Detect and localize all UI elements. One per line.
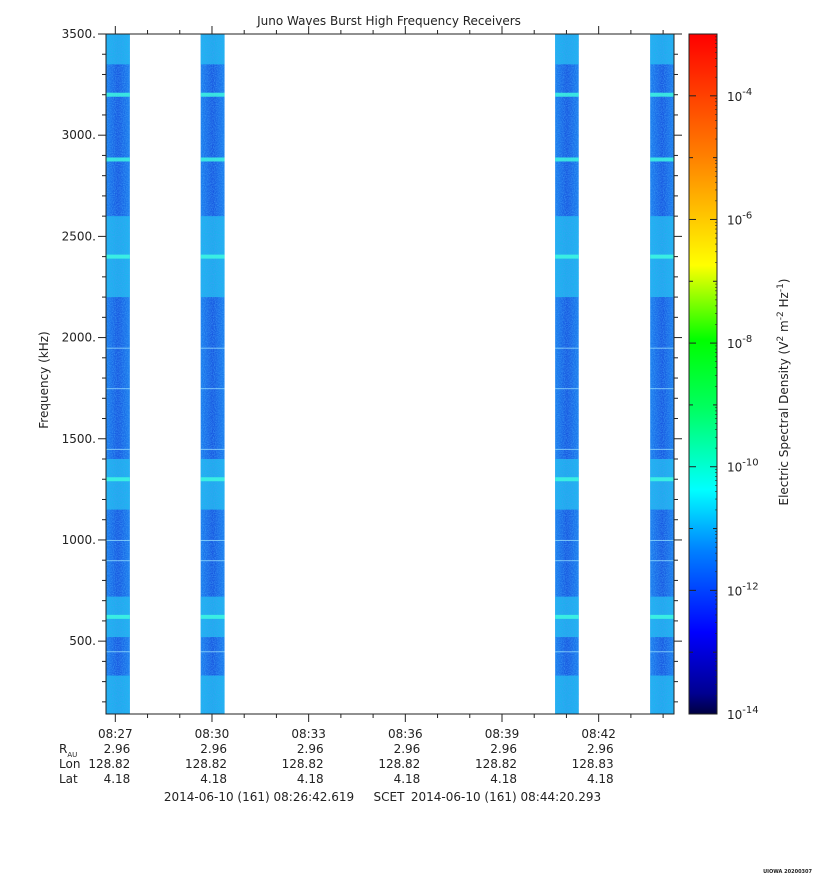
ephemeris-lon-label: Lon — [59, 757, 80, 771]
burst-1-band-3 — [106, 254, 130, 259]
ephemeris-value: 2.96 — [104, 742, 131, 756]
y-tick-label: 2500. — [62, 229, 96, 243]
ephemeris-labels: RAU Lon Lat — [59, 742, 80, 786]
colorbar-label: Electric Spectral Density (V2 m-2 Hz-1) — [776, 278, 791, 505]
burst-2-band-2 — [200, 157, 225, 162]
ephemeris-value: 128.83 — [572, 757, 614, 771]
colorbar-gradient — [688, 33, 718, 715]
burst-2-band-1 — [200, 92, 225, 97]
ephemeris-value: 128.82 — [378, 757, 420, 771]
colorbar-tick-label: 10-14 — [727, 705, 759, 722]
x-tick-label: 08:27 — [98, 727, 133, 741]
burst-3-band-3 — [555, 254, 579, 259]
ephemeris-value: 4.18 — [490, 772, 517, 786]
burst-1-band-2 — [106, 157, 130, 162]
burst-4-band-1 — [650, 92, 674, 97]
x-tick-label: 08:36 — [388, 727, 423, 741]
x-tick-label: 08:33 — [291, 727, 326, 741]
ephemeris-value: 2.96 — [490, 742, 517, 756]
colorbar-tick-label: 10-10 — [727, 458, 759, 475]
colorbar-tick-label: 10-4 — [727, 87, 752, 104]
ephemeris-r-label: RAU — [59, 742, 77, 759]
burst-4-band-2 — [650, 157, 674, 162]
ephemeris-lat-label: Lat — [59, 772, 78, 786]
colorbar-tick-label: 10-8 — [727, 334, 752, 351]
footer-stamp: UIOWA 20200307 — [763, 869, 812, 875]
time-range-end: 2014-06-10 (161) 08:44:20.293 — [411, 790, 601, 804]
ephemeris-value: 4.18 — [587, 772, 614, 786]
chart-title: Juno Waves Burst High Frequency Receiver… — [256, 14, 521, 28]
ephemeris-value: 4.18 — [297, 772, 324, 786]
colorbar: 10-4 10-6 10-8 10-10 10-12 10-14 — [688, 33, 759, 722]
plot-frame — [105, 33, 675, 715]
ephemeris-value: 4.18 — [394, 772, 421, 786]
burst-3 — [555, 34, 579, 714]
ephemeris-value: 128.82 — [185, 757, 227, 771]
ephemeris-value: 4.18 — [104, 772, 131, 786]
ephemeris-value: 128.82 — [475, 757, 517, 771]
burst-4 — [650, 34, 674, 714]
burst-2-band-3 — [200, 254, 225, 259]
burst-2 — [200, 34, 225, 714]
y-tick-label: 3000. — [62, 128, 96, 142]
burst-4-band-3 — [650, 254, 674, 259]
burst-1-band-4 — [106, 477, 130, 482]
burst-3-band-2 — [555, 157, 579, 162]
ephemeris-value: 128.82 — [282, 757, 324, 771]
y-tick-label: 500. — [69, 634, 96, 648]
burst-1 — [106, 34, 130, 714]
y-tick-label: 1000. — [62, 533, 96, 547]
x-tick-label: 08:39 — [485, 727, 520, 741]
burst-3-band-5 — [555, 614, 579, 619]
burst-4-band-4 — [650, 477, 674, 482]
colorbar-tick-label: 10-12 — [727, 581, 759, 598]
ephemeris-value: 2.96 — [200, 742, 227, 756]
burst-2-band-5 — [200, 614, 225, 619]
burst-3-band-4 — [555, 477, 579, 482]
time-range-start: 2014-06-10 (161) 08:26:42.619 — [164, 790, 354, 804]
ephemeris-value: 2.96 — [587, 742, 614, 756]
burst-1-band-5 — [106, 614, 130, 619]
x-tick-label: 08:30 — [195, 727, 230, 741]
y-tick-label: 1500. — [62, 432, 96, 446]
burst-3-band-1 — [555, 92, 579, 97]
y-axis-label: Frequency (kHz) — [37, 331, 51, 428]
burst-2-band-4 — [200, 477, 225, 482]
y-tick-label: 3500. — [62, 27, 96, 41]
ephemeris-value: 128.82 — [88, 757, 130, 771]
burst-1-band-1 — [106, 92, 130, 97]
ephemeris-value: 2.96 — [297, 742, 324, 756]
plot-area: 500. 1000. 1500. 2000. 2500. 3000. 3500. 08:27 0… — [62, 26, 682, 741]
ephemeris-value: 2.96 — [394, 742, 421, 756]
y-tick-label: 2000. — [62, 331, 96, 345]
time-range-scet: SCET — [374, 790, 406, 804]
ephemeris-value: 4.18 — [200, 772, 227, 786]
colorbar-tick-label: 10-6 — [727, 210, 752, 227]
burst-4-band-5 — [650, 614, 674, 619]
x-tick-label: 08:42 — [581, 727, 616, 741]
